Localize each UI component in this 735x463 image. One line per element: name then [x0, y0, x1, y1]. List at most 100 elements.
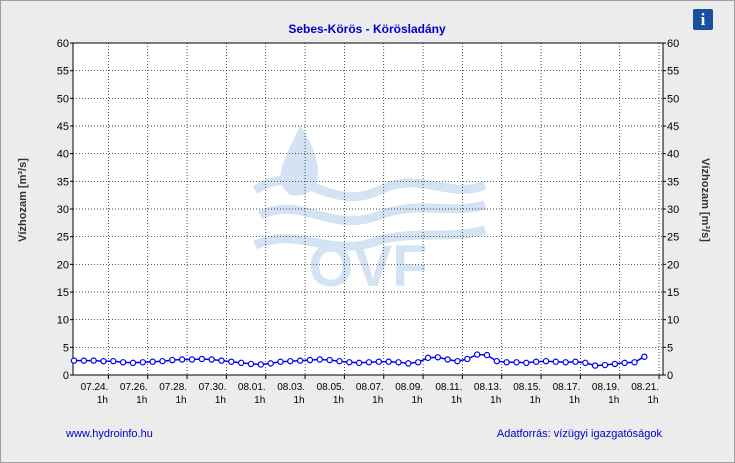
info-button[interactable]: [693, 9, 713, 30]
data-point: [532, 358, 540, 365]
x-tick-label: 08.19.: [592, 382, 620, 393]
x-tick-label: 07.28.: [159, 382, 187, 393]
data-point: [287, 357, 294, 365]
x-tick-hour: 1h: [451, 395, 462, 406]
data-point: [375, 358, 383, 365]
x-tick-label: 08.07.: [356, 382, 384, 393]
x-tick-hour: 1h: [176, 395, 187, 406]
y2-tick-label: 45: [667, 121, 679, 133]
y2-tick-label: 40: [667, 149, 679, 161]
x-tick-label: 08.17.: [553, 382, 581, 393]
info-icon[interactable]: i: [701, 10, 706, 29]
y-tick-label: 15: [57, 287, 69, 299]
x-tick-hour: 1h: [412, 395, 423, 406]
x-tick-hour: 1h: [136, 395, 147, 406]
x-tick-label: 07.26.: [120, 382, 148, 393]
y-tick-label: 20: [57, 259, 69, 271]
data-point: [424, 354, 432, 362]
x-tick-hour: 1h: [608, 395, 619, 406]
data-point: [188, 356, 196, 363]
y-tick-label: 10: [57, 315, 69, 327]
data-point: [621, 359, 628, 367]
y2-tick-label: 60: [667, 38, 679, 50]
data-point: [395, 359, 402, 366]
data-point: [169, 356, 176, 364]
x-tick-label: 08.13.: [474, 382, 502, 393]
x-tick-hour: 1h: [333, 395, 344, 406]
data-point: [237, 359, 245, 367]
data-point: [346, 359, 353, 366]
data-point: [444, 356, 451, 363]
data-point: [641, 353, 648, 360]
x-tick-hour: 1h: [254, 395, 265, 406]
data-point: [601, 361, 609, 369]
y-tick-label: 55: [57, 66, 69, 78]
y-tick-label: 30: [57, 204, 69, 216]
x-tick-label: 07.30.: [199, 382, 227, 393]
x-tick-hour: 1h: [490, 395, 501, 406]
data-point: [434, 354, 442, 361]
y2-tick-label: 35: [667, 176, 679, 188]
data-point: [198, 355, 206, 363]
y2-tick-label: 25: [667, 232, 679, 244]
data-point: [208, 356, 215, 363]
x-tick-label: 07.24.: [81, 382, 109, 393]
data-point: [552, 358, 560, 365]
data-point: [277, 358, 284, 365]
y-tick-label: 35: [57, 176, 69, 188]
y-tick-label: 5: [63, 342, 69, 354]
data-point: [503, 359, 510, 366]
data-point: [139, 359, 147, 366]
data-point: [159, 357, 166, 365]
x-tick-hour: 1h: [530, 395, 541, 406]
data-point: [247, 360, 255, 368]
data-point: [306, 356, 314, 364]
data-point: [493, 357, 501, 365]
website-link[interactable]: www.hydroinfo.hu: [65, 428, 153, 440]
x-tick-hour: 1h: [569, 395, 580, 406]
data-point: [218, 357, 225, 364]
y2-tick-label: 55: [667, 66, 679, 78]
data-point: [355, 359, 363, 367]
data-source: Adatforrás: vízügyi igazgatóságok: [497, 428, 663, 440]
data-point: [454, 357, 461, 365]
data-point: [119, 359, 127, 366]
x-tick-label: 08.15.: [513, 382, 541, 393]
data-point: [316, 356, 324, 363]
data-point: [129, 359, 137, 367]
data-point: [385, 358, 392, 365]
y-tick-label: 60: [57, 38, 69, 50]
data-point: [414, 359, 422, 366]
data-point: [70, 357, 78, 364]
data-point: [100, 357, 107, 365]
x-tick-label: 08.21.: [631, 382, 659, 393]
data-point: [464, 355, 471, 363]
data-point: [149, 358, 156, 365]
data-point: [542, 357, 550, 365]
x-tick-label: 08.05.: [317, 382, 345, 393]
data-point: [267, 360, 274, 367]
data-point: [483, 351, 491, 359]
y-tick-label: 25: [57, 232, 69, 244]
data-point: [582, 359, 589, 367]
chart-title: Sebes-Körös - Körösladány: [288, 22, 446, 36]
x-tick-label: 08.09.: [395, 382, 423, 393]
data-point: [365, 359, 373, 366]
y2-tick-label: 15: [667, 287, 679, 299]
y2-tick-label: 20: [667, 259, 679, 271]
data-point: [523, 359, 530, 367]
data-point: [631, 359, 638, 366]
data-point: [562, 359, 569, 366]
y2-tick-label: 30: [667, 204, 679, 216]
data-point: [473, 351, 481, 358]
data-point: [80, 357, 88, 364]
y2-tick-label: 5: [667, 342, 673, 354]
x-tick-hour: 1h: [215, 395, 226, 406]
data-point: [90, 357, 97, 364]
x-tick-hour: 1h: [372, 395, 383, 406]
x-tick-hour: 1h: [648, 395, 659, 406]
data-point: [110, 357, 117, 365]
data-point: [591, 362, 599, 369]
data-point: [257, 361, 265, 368]
